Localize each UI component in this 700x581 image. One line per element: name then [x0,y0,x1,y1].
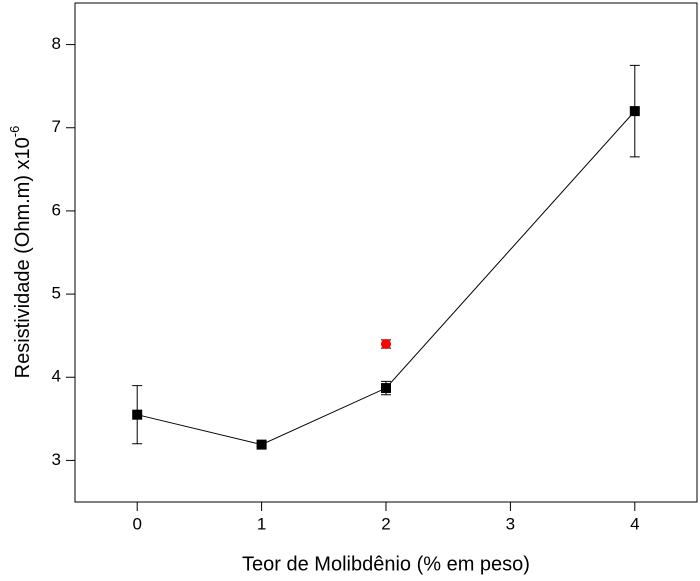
x-tick-label: 4 [630,514,639,533]
y-tick-label: 3 [52,450,61,469]
x-tick-label: 0 [132,514,141,533]
plot-frame [74,2,698,503]
x-tick-label: 1 [257,514,266,533]
marker [132,409,143,420]
y-axis-title: Resistividade (Ohm.m) x10-6 [7,126,34,379]
y-tick-label: 5 [52,284,61,303]
y-tick-label: 6 [52,200,61,219]
y-tick-label: 7 [52,117,61,136]
series-line [137,110,636,446]
marker [381,338,391,349]
x-tick-label: 2 [381,514,390,533]
y-tick-label: 4 [52,367,61,386]
y-tick-label: 8 [52,34,61,53]
marker [256,439,267,450]
x-axis-title: Teor de Molibdênio (% em peso) [242,553,530,575]
y-axis-title-text: Resistividade (Ohm.m) x10 [12,137,34,378]
x-tick-label: 3 [506,514,515,533]
marker [381,383,391,394]
marker [629,106,640,117]
y-axis-title-exponent: -6 [7,126,22,138]
